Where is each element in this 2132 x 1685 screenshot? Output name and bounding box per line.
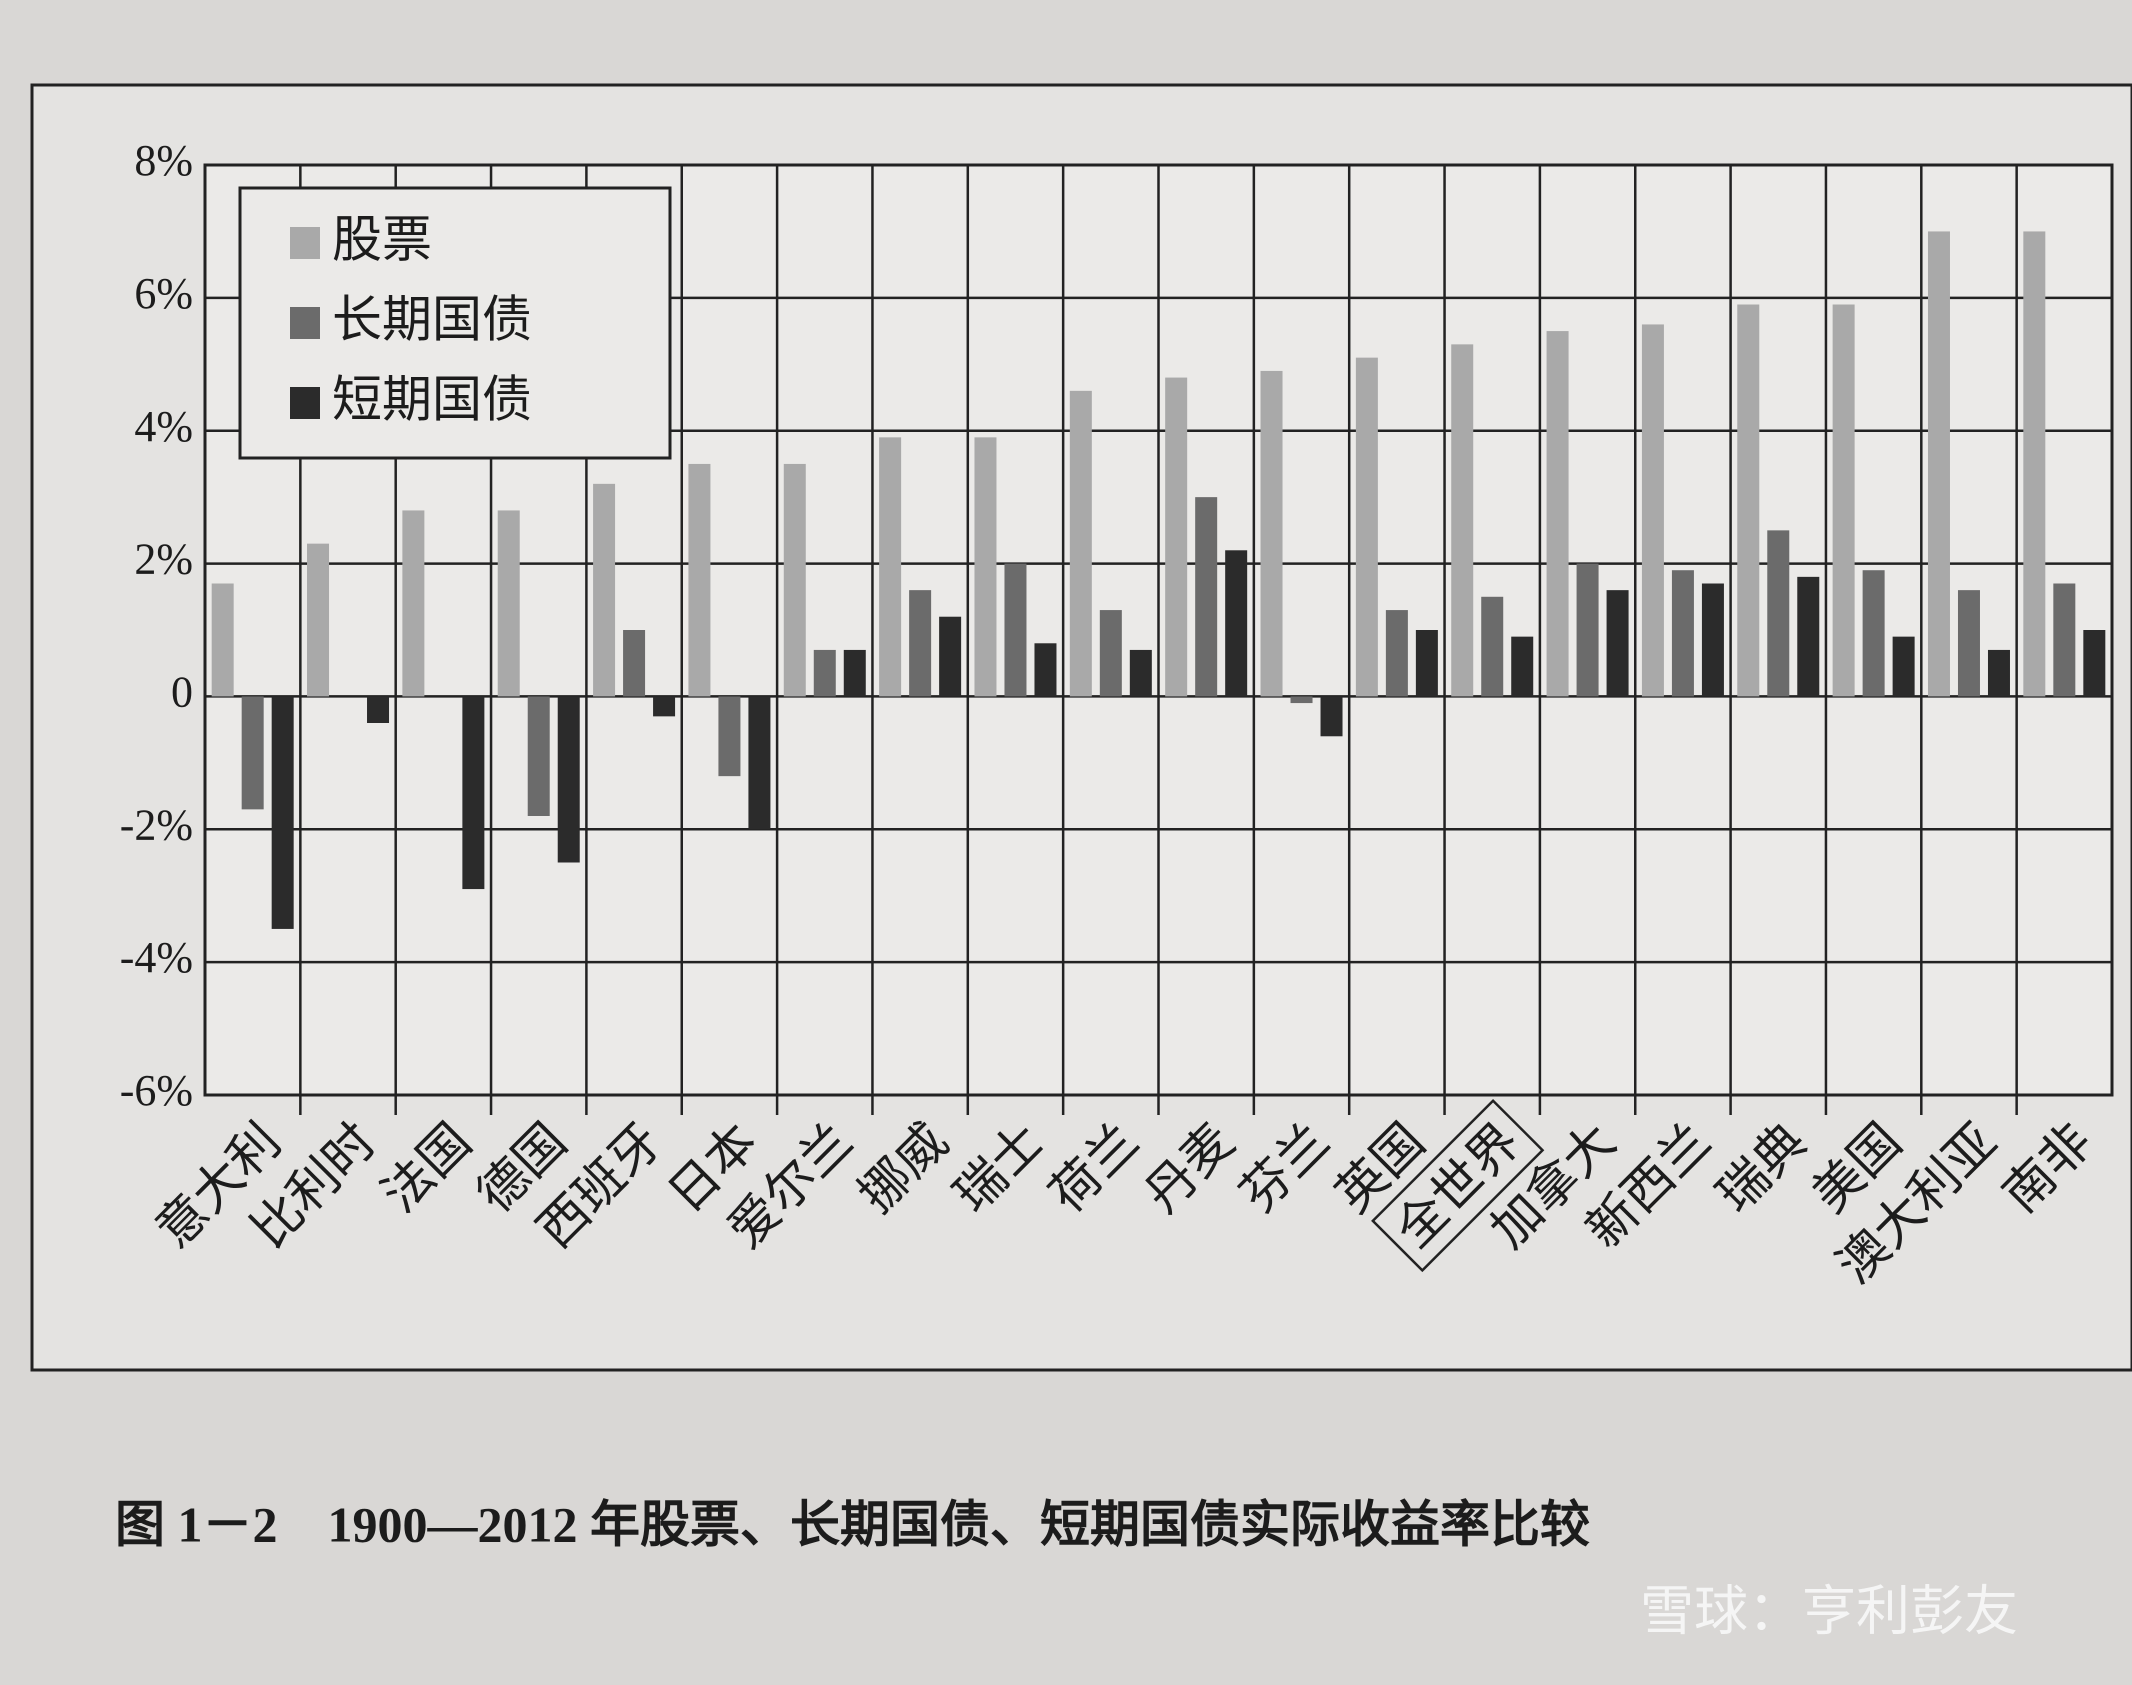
bar <box>1260 370 1283 697</box>
y-tick-label: 4% <box>134 402 193 451</box>
bar <box>718 696 741 777</box>
caption: 图 1－2 1900—2012 年股票、长期国债、短期国债实际收益率比较 <box>115 1496 1590 1552</box>
bar <box>1892 636 1915 697</box>
bar <box>813 649 836 697</box>
y-tick-label: 6% <box>134 269 193 318</box>
y-tick-label: 0 <box>171 668 193 717</box>
highlight-box <box>1371 1098 1545 1273</box>
legend-swatch <box>290 227 320 259</box>
bar <box>1576 563 1599 697</box>
bar <box>1320 696 1343 737</box>
bar <box>1415 630 1438 697</box>
bar <box>1546 331 1569 697</box>
bar <box>211 583 234 697</box>
bar <box>1481 596 1504 697</box>
bar <box>1641 324 1664 697</box>
bar <box>557 696 580 863</box>
bar <box>241 696 264 810</box>
bar <box>1451 344 1474 697</box>
bar <box>653 696 676 717</box>
bar <box>367 696 390 723</box>
bar <box>402 510 425 697</box>
bar <box>1195 497 1218 697</box>
bar <box>2083 630 2106 697</box>
bar <box>497 510 520 697</box>
y-tick-label: -6% <box>120 1066 193 1115</box>
bar <box>271 696 294 929</box>
bar <box>593 483 616 697</box>
bar <box>939 616 962 697</box>
legend-swatch <box>290 387 320 419</box>
bar <box>1797 576 1820 697</box>
y-tick-label: -4% <box>120 933 193 982</box>
bar <box>843 649 866 697</box>
watermark: 雪球：亨利彭友 <box>1640 1580 2018 1643</box>
bar <box>974 437 997 697</box>
y-tick-label: 2% <box>134 535 193 584</box>
bar <box>1004 563 1027 697</box>
bar <box>307 543 330 697</box>
legend-label: 短期国债 <box>332 371 532 429</box>
bar <box>1129 649 1152 697</box>
bar <box>1832 304 1855 697</box>
bar <box>1606 590 1629 697</box>
bar <box>1290 696 1313 704</box>
bar <box>1701 583 1724 697</box>
bar <box>1671 570 1694 697</box>
y-tick-label: -2% <box>120 800 193 849</box>
bar <box>1927 231 1950 697</box>
legend-label: 长期国债 <box>332 291 532 349</box>
legend-swatch <box>290 307 320 339</box>
bar <box>623 630 646 697</box>
bar <box>1767 530 1790 697</box>
bar <box>1957 590 1980 697</box>
bar <box>688 463 711 697</box>
bar <box>1069 390 1092 697</box>
bar <box>1099 610 1122 697</box>
legend-label: 股票 <box>332 211 432 269</box>
bar <box>1511 636 1534 697</box>
bar <box>783 463 806 697</box>
bar <box>1034 643 1057 697</box>
bar <box>1737 304 1760 697</box>
bar <box>1987 649 2010 697</box>
bar <box>909 590 932 697</box>
bar <box>1862 570 1885 697</box>
bar <box>2053 583 2076 697</box>
bar <box>879 437 902 697</box>
bar <box>1355 357 1378 697</box>
bar <box>1385 610 1408 697</box>
bar <box>1225 550 1248 697</box>
y-tick-label: 8% <box>134 136 193 185</box>
bar <box>462 696 485 890</box>
bar <box>2023 231 2046 697</box>
bar <box>1165 377 1188 697</box>
bar <box>748 696 771 830</box>
bar <box>527 696 550 816</box>
